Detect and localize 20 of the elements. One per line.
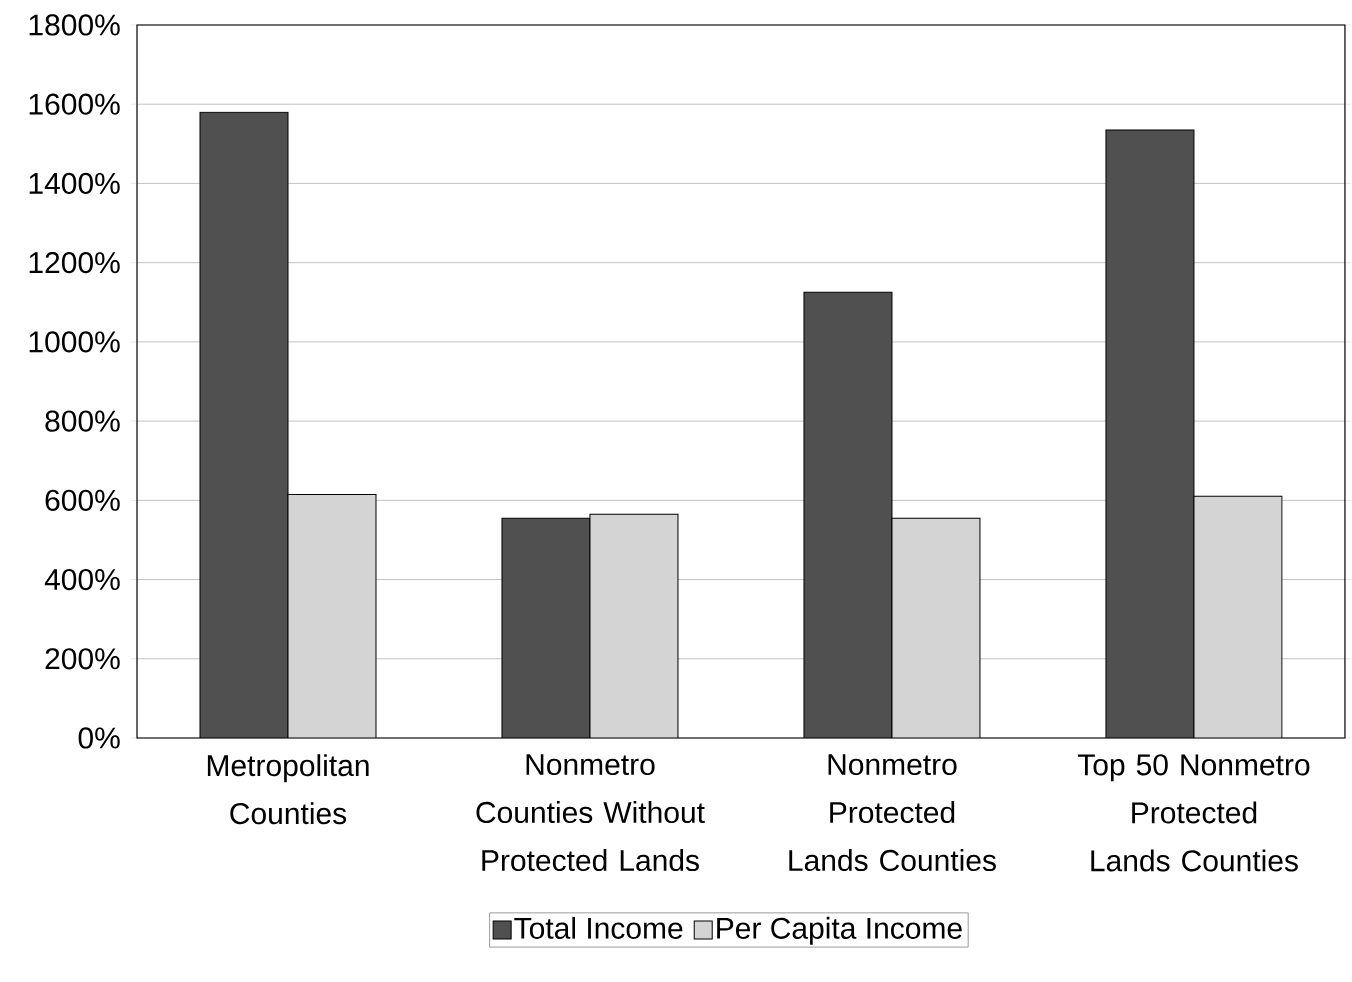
- y-tick-label: 200%: [45, 648, 120, 670]
- y-tick-label: 1400%: [29, 172, 120, 195]
- bar: [1105, 129, 1195, 738]
- y-tick-label: 1000%: [29, 331, 120, 353]
- y-tick-label: 800%: [45, 410, 120, 432]
- x-tick-label: Nonmetro Counties Without Protected Lands: [476, 754, 705, 872]
- legend-label: Total Income: [514, 916, 683, 939]
- y-tick-label: 0%: [78, 727, 120, 749]
- y-tick-label: 1800%: [29, 14, 120, 36]
- bar: [501, 517, 591, 738]
- legend-label: Per Capita Income: [717, 916, 962, 945]
- x-tick-label: Metropolitan Counties: [207, 754, 369, 825]
- y-tick-label: 600%: [45, 489, 120, 511]
- x-tick-label: Nonmetro Protected Lands Counties: [789, 754, 996, 872]
- x-tick-label: Top 50 Nonmetro Protected Lands Counties: [1077, 754, 1310, 872]
- bar: [803, 291, 893, 738]
- y-tick-label: 1200%: [29, 252, 120, 274]
- bar: [199, 111, 289, 738]
- y-tick-label: 1600%: [29, 93, 120, 115]
- y-tick-label: 400%: [44, 568, 120, 591]
